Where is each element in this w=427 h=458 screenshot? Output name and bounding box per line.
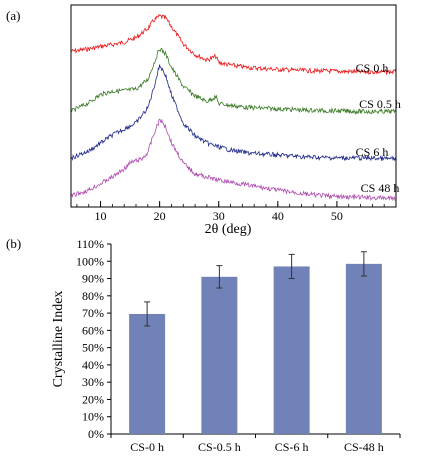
bar-y-axis-title: Crystalline Index (51, 291, 66, 388)
bar-category-label: CS-6 h (275, 440, 309, 454)
xrd-x-tick-label: 40 (272, 209, 284, 223)
bar-series (129, 251, 382, 434)
xrd-x-axis: 10 20 30 40 50 (76, 201, 397, 223)
xrd-curve-3 (70, 118, 397, 202)
bar-category-label: CS-0 h (130, 440, 164, 454)
xrd-series-group (70, 13, 397, 202)
panel-a-label: (a) (6, 8, 20, 23)
xrd-series-label-0: CS 0 h (356, 61, 389, 75)
bar-y-tick-label: 10% (82, 410, 104, 424)
bar-x-axis: CS-0 h CS-0.5 h CS-6 h CS-48 h (110, 434, 401, 454)
xrd-x-tick-label: 50 (331, 209, 343, 223)
bar-0 (129, 313, 166, 434)
bar-y-tick-label: 50% (82, 341, 104, 355)
bar-y-tick-label: 0% (88, 427, 104, 441)
bar-3 (345, 263, 382, 434)
bar-y-tick-label: 60% (82, 323, 104, 337)
bar-1 (201, 276, 238, 434)
xrd-x-tick-label: 30 (213, 209, 225, 223)
bar-y-tick-label: 70% (82, 306, 104, 320)
xrd-series-label-2: CS 6 h (356, 145, 389, 159)
error-bar-0 (144, 301, 151, 327)
error-bar-3 (360, 251, 367, 277)
xrd-x-tick-label: 10 (95, 209, 107, 223)
bar-y-axis: 0% 10% 20% 30% 40% 50% 60% 70% 80% 90% 100% 110% (76, 237, 111, 441)
bar-y-tick-label: 110% (76, 237, 104, 251)
bar-2 (273, 266, 310, 434)
xrd-curve-1 (70, 47, 397, 115)
bar-category-label: CS-0.5 h (198, 440, 241, 454)
xrd-series-label-3: CS 48 h (361, 181, 400, 195)
xrd-plot-frame (70, 4, 397, 208)
xrd-series-labels: CS 0 h CS 0.5 h CS 6 h CS 48 h (356, 61, 401, 195)
bar-y-tick-label: 100% (76, 254, 104, 268)
bar-y-tick-label: 30% (82, 375, 104, 389)
xrd-x-axis-title: 2θ (deg) (205, 222, 252, 237)
bar-y-tick-label: 90% (82, 272, 104, 286)
xrd-series-label-1: CS 0.5 h (359, 97, 401, 111)
crystallinity-panel: (b) 0% 10% 20% 30% 40% 50% 60% 70% 80% 90% 100% 110… (6, 236, 401, 454)
xrd-curve-0 (70, 13, 397, 76)
bar-y-tick-label: 40% (82, 358, 104, 372)
bar-y-tick-label: 20% (82, 392, 104, 406)
xrd-curve-2 (70, 64, 397, 162)
xrd-x-tick-label: 20 (154, 209, 166, 223)
bar-y-tick-label: 80% (82, 289, 104, 303)
error-bar-2 (288, 253, 295, 280)
xrd-panel: (a) CS 0 h CS 0.5 h CS 6 h CS 48 h 10 20 30 40… (6, 4, 401, 237)
panel-b-label: (b) (6, 236, 21, 251)
error-bar-1 (216, 265, 223, 289)
bar-category-label: CS-48 h (344, 440, 384, 454)
